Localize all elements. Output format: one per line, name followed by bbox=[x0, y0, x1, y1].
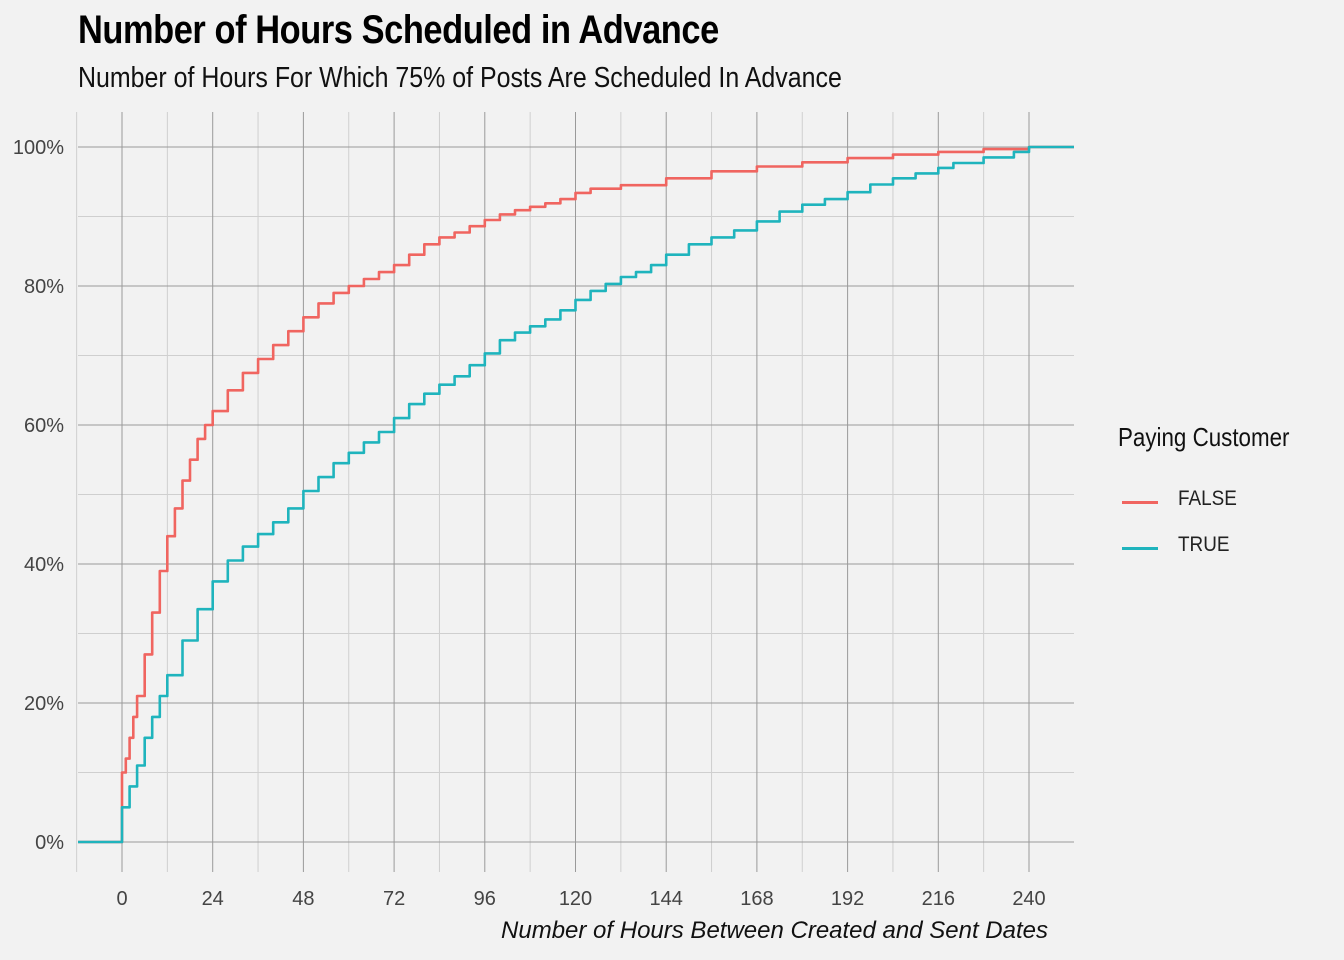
series-lines bbox=[78, 145, 1074, 844]
y-tick-label: 20% bbox=[24, 693, 64, 715]
x-tick-label: 96 bbox=[474, 888, 496, 910]
x-tick-label: 48 bbox=[292, 888, 314, 910]
legend-item-false: FALSE bbox=[1118, 479, 1317, 525]
legend-key-true bbox=[1122, 547, 1158, 550]
x-tick-label: 216 bbox=[922, 888, 955, 910]
series-line-false bbox=[78, 145, 1074, 844]
legend-item-true: TRUE bbox=[1118, 525, 1317, 571]
y-tick-label: 40% bbox=[24, 554, 64, 576]
chart-title: Number of Hours Scheduled in Advance bbox=[78, 8, 719, 52]
y-axis-ticks: 0% 20% 40% 60% 80% 100% bbox=[13, 137, 64, 854]
legend-key-false bbox=[1122, 501, 1158, 504]
x-tick-label: 120 bbox=[559, 888, 592, 910]
x-tick-label: 192 bbox=[831, 888, 864, 910]
x-tick-label: 144 bbox=[650, 888, 683, 910]
x-tick-label: 24 bbox=[202, 888, 224, 910]
y-tick-label: 80% bbox=[24, 276, 64, 298]
x-axis-ticks: 0 24 48 72 96 120 144 168 192 216 240 bbox=[116, 888, 1045, 910]
x-tick-label: 168 bbox=[740, 888, 773, 910]
legend: Paying Customer FALSE TRUE bbox=[1118, 422, 1317, 571]
chart-subtitle: Number of Hours For Which 75% of Posts A… bbox=[78, 62, 842, 94]
legend-label-false: FALSE bbox=[1178, 487, 1237, 510]
grid-major bbox=[78, 112, 1074, 872]
y-tick-label: 0% bbox=[35, 832, 64, 854]
x-axis-label: Number of Hours Between Created and Sent… bbox=[501, 917, 1048, 944]
y-tick-label: 100% bbox=[13, 137, 64, 159]
series-line-true bbox=[78, 145, 1074, 844]
x-tick-label: 72 bbox=[383, 888, 405, 910]
legend-title: Paying Customer bbox=[1118, 422, 1290, 452]
y-tick-label: 60% bbox=[24, 415, 64, 437]
x-tick-label: 0 bbox=[116, 888, 127, 910]
x-tick-label: 240 bbox=[1012, 888, 1045, 910]
legend-label-true: TRUE bbox=[1178, 533, 1230, 556]
